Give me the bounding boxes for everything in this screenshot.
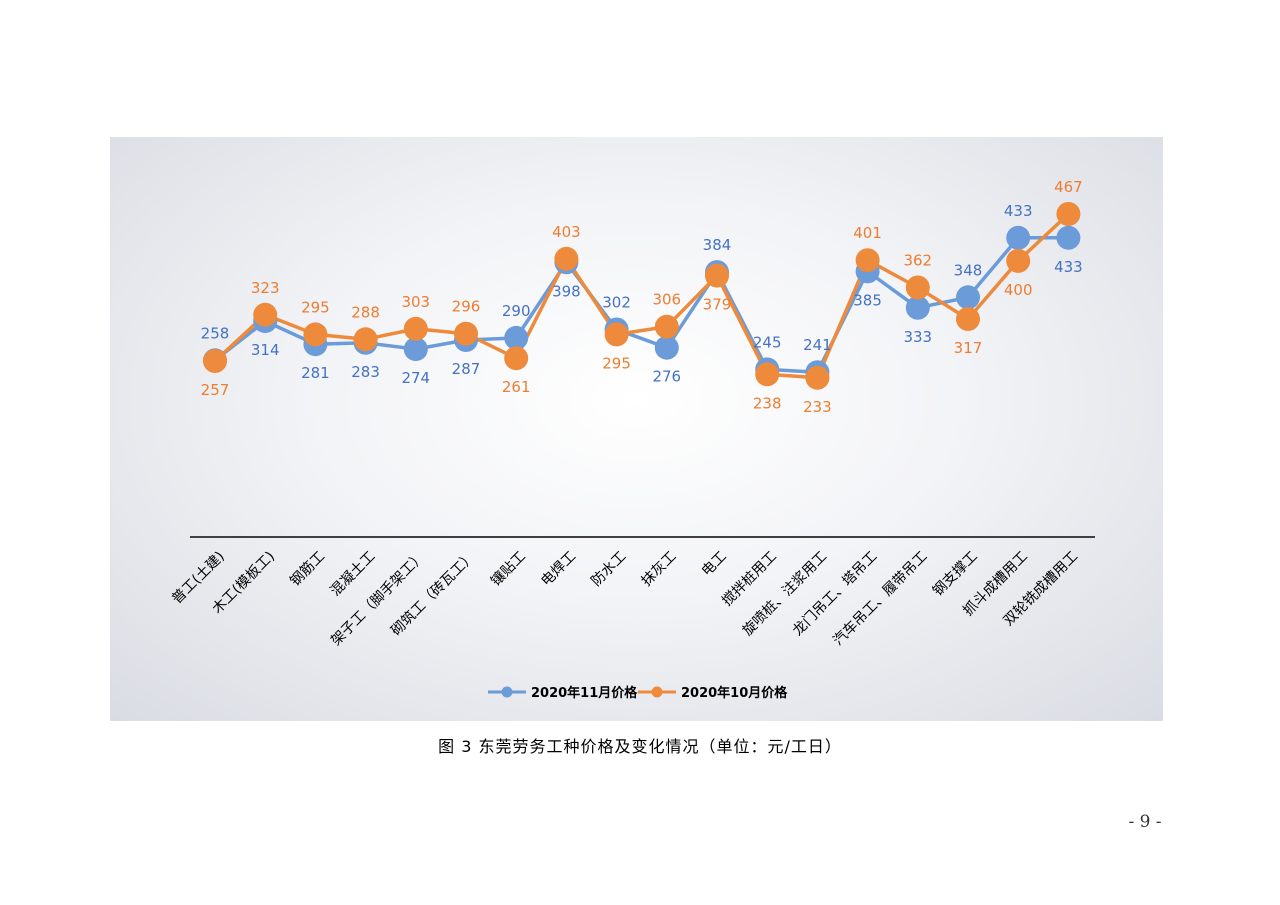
category-label: 架子工（脚手架工）	[328, 549, 428, 649]
category-label: 钢支撑工	[930, 549, 981, 600]
data-label: 306	[652, 291, 681, 309]
legend-label: 2020年11月价格	[531, 685, 638, 701]
data-point	[253, 302, 278, 327]
data-label: 261	[502, 378, 531, 396]
data-point	[855, 248, 880, 273]
data-label: 433	[1054, 258, 1083, 276]
category-label: 龙门吊工、塔吊工	[790, 549, 881, 640]
data-label: 403	[552, 223, 581, 241]
data-label: 348	[954, 261, 983, 279]
legend: 2020年11月价格 2020年10月价格	[488, 685, 788, 701]
data-label: 276	[652, 368, 681, 386]
data-label: 433	[1004, 202, 1033, 220]
data-label: 398	[552, 282, 581, 300]
data-label: 283	[351, 363, 380, 381]
data-point	[454, 321, 478, 346]
figure-caption: 图 3 东莞劳务工种价格及变化情况（单位：元/工日）	[438, 737, 842, 756]
data-label: 274	[401, 369, 430, 387]
data-label: 241	[803, 336, 832, 354]
data-label: 400	[1004, 281, 1033, 299]
legend-label: 2020年10月价格	[681, 685, 788, 701]
data-point	[1056, 202, 1081, 226]
data-label: 245	[753, 333, 782, 351]
data-label: 467	[1054, 178, 1083, 196]
data-label: 295	[602, 354, 631, 372]
category-label: 防水工	[588, 549, 629, 590]
data-label: 384	[703, 236, 732, 254]
chart-panel: 普工(土建) 木工(模板工) 钢筋工 混凝土工 架子工（脚手架工） 砌筑工（砖瓦工） 镶贴工…	[110, 137, 1163, 721]
data-label: 379	[703, 296, 732, 314]
data-point	[956, 307, 980, 331]
data-label: 385	[853, 291, 882, 309]
series-line-2	[213, 212, 1070, 380]
data-label: 296	[452, 298, 481, 316]
category-label: 镶贴工	[487, 548, 529, 590]
data-label: 281	[301, 364, 330, 382]
page-number: - 9 -	[1128, 812, 1162, 832]
data-label: 287	[452, 360, 481, 378]
data-label: 317	[954, 339, 983, 357]
data-label: 401	[853, 224, 882, 242]
data-point	[504, 346, 529, 371]
category-label: 电工	[699, 549, 730, 580]
category-label: 抹灰工	[639, 549, 680, 590]
data-point	[905, 275, 930, 300]
data-point	[1006, 248, 1031, 273]
data-label: 362	[903, 252, 932, 270]
data-point	[705, 263, 729, 288]
data-point	[203, 349, 227, 373]
data-label: 258	[201, 324, 230, 342]
data-label: 323	[251, 279, 280, 297]
data-label: 314	[251, 341, 280, 359]
data-point	[554, 246, 579, 271]
data-point	[353, 327, 378, 352]
data-label: 288	[351, 303, 380, 321]
data-point	[905, 295, 930, 320]
data-point	[303, 322, 328, 347]
data-label: 238	[753, 394, 782, 412]
data-point	[1006, 225, 1031, 250]
category-label: 混凝土工	[328, 549, 379, 600]
category-label: 旋喷桩、注浆用工	[739, 548, 830, 639]
legend-marker	[651, 686, 663, 698]
series-line-1	[213, 236, 1069, 374]
category-label: 汽车吊工、履带吊工	[830, 548, 931, 649]
data-point	[654, 314, 679, 339]
data-label: 303	[401, 293, 430, 311]
data-point	[654, 335, 679, 360]
data-label: 233	[803, 398, 832, 416]
data-point	[403, 316, 428, 341]
data-point	[755, 362, 780, 387]
category-label: 电焊工	[538, 549, 579, 590]
data-point	[956, 285, 980, 310]
data-label: 290	[502, 302, 531, 320]
data-point	[604, 322, 629, 347]
data-point	[805, 365, 830, 390]
data-label: 302	[602, 294, 631, 312]
legend-marker	[501, 686, 513, 698]
data-point	[1056, 225, 1081, 250]
data-point	[504, 325, 529, 350]
data-point	[403, 337, 428, 362]
category-label: 钢筋工	[287, 548, 329, 590]
data-label: 295	[301, 298, 330, 316]
data-label: 257	[201, 381, 230, 399]
category-label: 砌筑工（砖瓦工）	[388, 549, 479, 640]
data-label: 333	[903, 328, 932, 346]
